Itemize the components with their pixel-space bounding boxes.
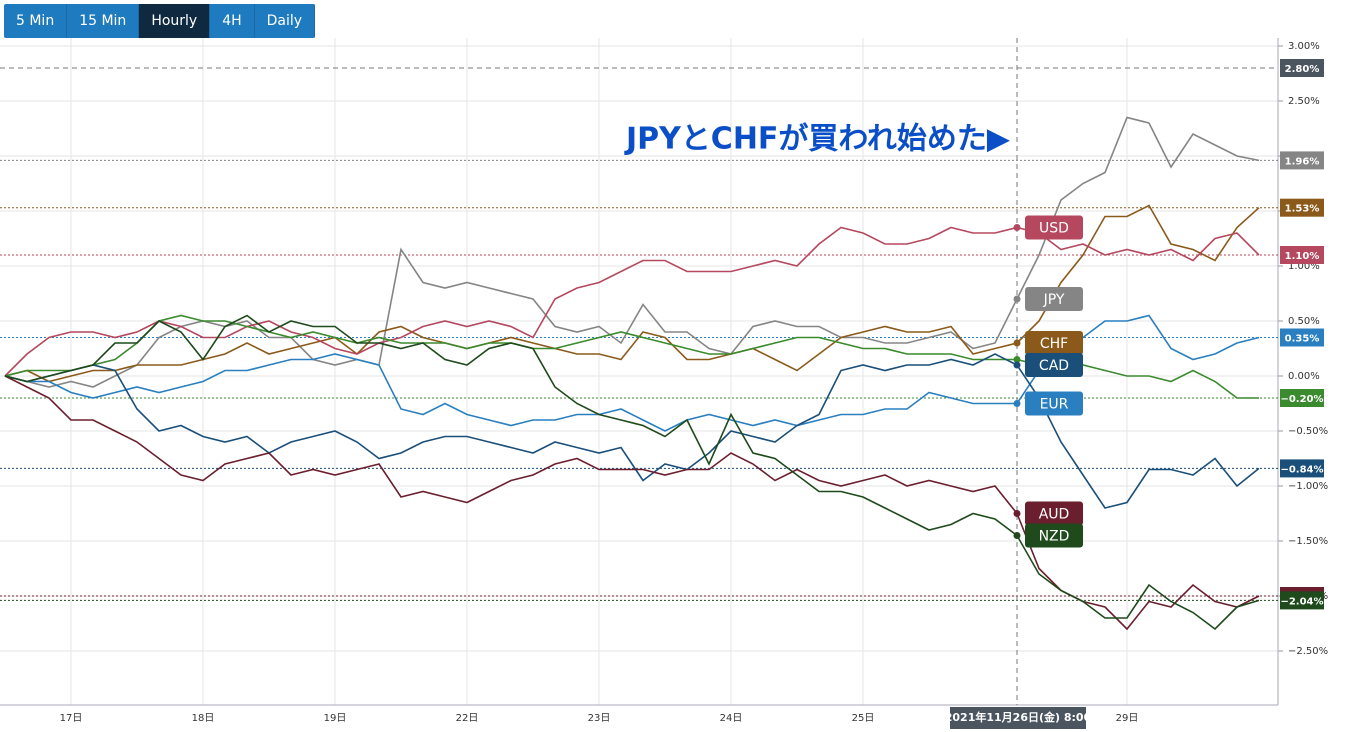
series-tag-label: NZD xyxy=(1039,529,1070,545)
crosshair-dot xyxy=(1013,532,1021,539)
crosshair-dot xyxy=(1013,510,1021,517)
timeframe-button[interactable]: 4H xyxy=(210,4,255,38)
end-label: 1.53% xyxy=(1285,204,1320,215)
crosshair-dot xyxy=(1013,400,1021,407)
timeframe-button[interactable]: 5 Min xyxy=(4,4,68,38)
series-tag-label: EUR xyxy=(1040,397,1069,413)
crosshair-dot xyxy=(1013,224,1021,231)
y-tick-label: 0.50% xyxy=(1288,316,1320,327)
y-tick-label: −1.50% xyxy=(1288,536,1328,547)
end-label-box xyxy=(1280,246,1324,264)
end-label-box xyxy=(1280,151,1324,170)
x-tick-label: 29日 xyxy=(1116,713,1139,724)
x-tick-label: 24日 xyxy=(720,713,743,724)
timeframe-button[interactable]: Daily xyxy=(254,4,316,38)
end-label-box xyxy=(1280,328,1324,347)
series-tag: AUD xyxy=(1025,501,1083,526)
end-label-box xyxy=(1280,459,1324,478)
x-tick-label: 19日 xyxy=(324,713,347,724)
end-label: −0.84% xyxy=(1280,464,1323,475)
crosshair-x-label: 2021年11月26日(金) 8:00 xyxy=(945,710,1092,724)
crosshair-y-box xyxy=(1280,59,1324,77)
x-tick-label: 18日 xyxy=(192,713,215,724)
series-tag-label: USD xyxy=(1039,221,1069,237)
series-tag-box xyxy=(1025,391,1083,416)
series-tag: JPY xyxy=(1025,287,1083,311)
x-tick-label: 23日 xyxy=(588,713,611,724)
crosshair-dot xyxy=(1013,356,1021,363)
series-line xyxy=(4,353,1260,509)
series-line xyxy=(4,226,1260,377)
series-tag-box xyxy=(1025,523,1083,548)
series-tag-box xyxy=(1025,215,1083,240)
y-tick-label: 1.00% xyxy=(1288,261,1320,272)
y-tick-label: 3.00% xyxy=(1288,41,1320,52)
end-label: −0.20% xyxy=(1280,394,1323,405)
y-tick-label: −1.00% xyxy=(1288,481,1328,492)
series-tag: CHF xyxy=(1025,331,1083,355)
series-tag: NZD xyxy=(1025,523,1083,548)
series-tag-box xyxy=(1025,287,1083,311)
crosshair-dot xyxy=(1013,361,1021,369)
crosshair-dot xyxy=(1013,339,1021,347)
end-label-box xyxy=(1280,389,1324,407)
crosshair-x-box xyxy=(950,707,1086,729)
series-tag-box xyxy=(1025,353,1083,377)
crosshair-y-label: 2.80% xyxy=(1285,64,1320,75)
x-tick-label: 25日 xyxy=(852,713,875,724)
end-label: 0.35% xyxy=(1285,334,1320,345)
annotation: JPYとCHFが買われ始めた▶ xyxy=(624,122,1010,157)
series-tag-box xyxy=(1025,501,1083,526)
series-tag-box xyxy=(1025,331,1083,355)
crosshair-dot xyxy=(1013,295,1021,303)
x-tick-label: 22日 xyxy=(456,713,479,724)
end-label: −2.04% xyxy=(1280,596,1323,607)
y-tick-label: −0.50% xyxy=(1288,426,1328,437)
y-tick-label: 0.00% xyxy=(1288,371,1320,382)
series-tag-label: JPY xyxy=(1043,292,1065,308)
timeframe-button[interactable]: 15 Min xyxy=(67,4,140,38)
series-tag-label: CHF xyxy=(1040,336,1068,352)
timeframe-button[interactable]: Hourly xyxy=(139,4,211,38)
y-tick-label: −2.50% xyxy=(1288,646,1328,657)
end-label-box xyxy=(1280,198,1324,217)
series-line xyxy=(4,314,1260,631)
end-label: 1.10% xyxy=(1285,251,1320,262)
y-tick-label: 2.50% xyxy=(1288,96,1320,107)
series-tag-label: CAD xyxy=(1039,358,1069,374)
series-tag-label: AUD xyxy=(1039,507,1070,523)
series-tag: USD xyxy=(1025,215,1083,240)
series-line xyxy=(4,375,1260,631)
series-tag: CAD xyxy=(1025,353,1083,377)
x-tick-label: 17日 xyxy=(60,713,83,724)
series-tag: EUR xyxy=(1025,391,1083,416)
end-label-box xyxy=(1280,591,1324,610)
end-label: 1.96% xyxy=(1285,156,1320,167)
timeframe-toolbar: 5 Min 15 Min Hourly 4H Daily xyxy=(4,4,316,38)
